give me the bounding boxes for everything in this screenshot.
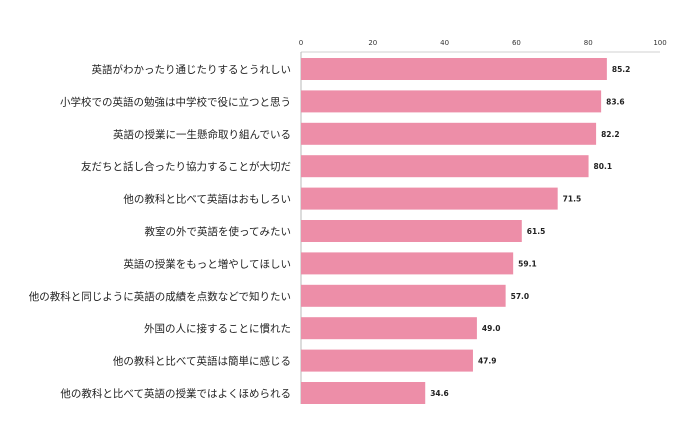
x-tick-label: 40 [440,39,449,47]
category-label: 他の教科と比べて英語はおもしろい [123,193,291,206]
category-label: 英語がわかったり通じたりするとうれしい [92,63,292,76]
category-label: 小学校での英語の勉強は中学校で役に立つと思う [60,95,291,108]
x-tick-label: 100 [653,39,666,47]
x-tick-label: 20 [368,39,377,47]
value-label: 57.0 [511,292,530,301]
category-label: 友だちと話し合ったり協力することが大切だ [81,160,291,173]
value-label: 85.2 [612,65,631,74]
value-label: 49.0 [482,324,501,333]
value-label: 61.5 [527,227,546,236]
x-tick-label: 0 [299,39,303,47]
category-label: 英語の授業をもっと増やしてほしい [123,257,291,270]
category-labels: 英語がわかったり通じたりするとうれしい小学校での英語の勉強は中学校で役に立つと思… [29,63,291,400]
bar [301,284,506,307]
bar [301,122,597,145]
category-label: 英語の授業に一生懸命取り組んでいる [113,128,291,141]
category-label: 他の教科と同じように英語の成績を点数などで知りたい [29,290,291,303]
bar [301,252,514,275]
x-axis-ticks: 0 20 40 60 80 100 [299,39,667,47]
bar [301,382,426,404]
value-label: 47.9 [478,357,497,366]
value-label: 71.5 [563,195,582,204]
value-label: 82.2 [601,130,620,139]
value-labels: 85.2 83.6 82.2 80.1 71.5 61.5 59.1 57.0 49.0 47.9… [430,65,630,398]
bars [301,58,607,404]
category-label: 他の教科と比べて英語の授業ではよくほめられる [60,387,291,400]
bar [301,220,522,242]
x-tick-label: 60 [512,39,521,47]
bar [301,317,477,340]
value-label: 80.1 [594,162,613,171]
bar [301,90,602,113]
value-label: 34.6 [430,389,449,398]
bar [301,58,607,80]
category-label: 外国の人に接することに慣れた [144,322,291,335]
value-label: 83.6 [606,97,625,106]
value-label: 59.1 [518,259,537,268]
bar [301,155,589,178]
x-tick-label: 80 [584,39,593,47]
bar [301,349,473,372]
bar [301,187,558,210]
category-label: 他の教科と比べて英語は簡単に感じる [113,355,291,368]
category-label: 教室の外で英語を使ってみたい [145,225,291,238]
